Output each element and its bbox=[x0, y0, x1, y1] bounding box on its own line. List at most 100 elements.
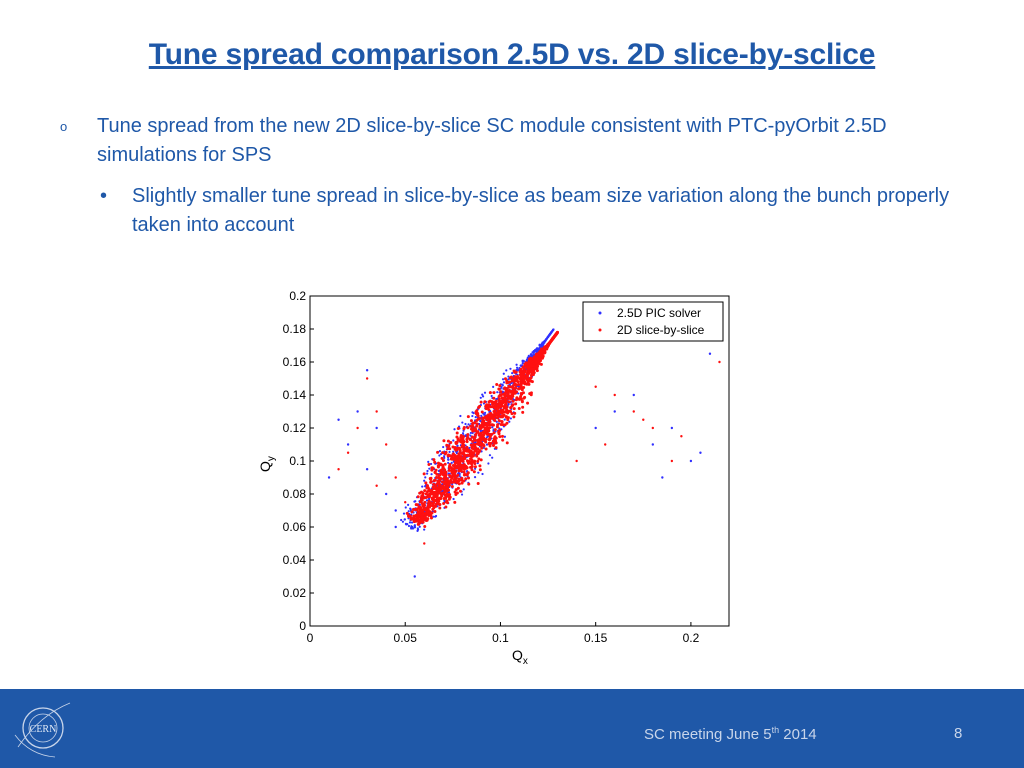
data-point bbox=[456, 438, 460, 442]
data-point bbox=[431, 501, 435, 505]
data-point bbox=[461, 421, 464, 424]
data-point bbox=[446, 439, 450, 443]
data-point bbox=[365, 468, 369, 471]
data-point bbox=[444, 488, 448, 492]
data-point bbox=[488, 426, 492, 430]
data-point bbox=[520, 387, 524, 391]
data-point bbox=[426, 472, 429, 475]
data-point bbox=[410, 526, 413, 529]
data-point bbox=[436, 500, 440, 504]
y-tick-label: 0.02 bbox=[283, 586, 307, 600]
data-point bbox=[429, 462, 433, 466]
data-point bbox=[433, 460, 437, 464]
data-point bbox=[525, 374, 529, 378]
data-point bbox=[594, 385, 597, 388]
data-point bbox=[529, 364, 533, 368]
data-point bbox=[454, 442, 458, 446]
data-point bbox=[525, 365, 529, 369]
data-point bbox=[410, 521, 414, 524]
data-point bbox=[455, 491, 459, 495]
data-point bbox=[462, 427, 466, 431]
data-point bbox=[473, 476, 477, 479]
data-point bbox=[471, 424, 475, 428]
data-point bbox=[477, 443, 481, 447]
data-point bbox=[466, 433, 470, 437]
footer-bar: CERN SC meeting June 5th 2014 8 bbox=[0, 689, 1024, 768]
data-point bbox=[346, 451, 350, 454]
data-point bbox=[515, 363, 518, 366]
data-point bbox=[613, 410, 616, 413]
legend-marker-2d bbox=[598, 328, 602, 332]
data-point bbox=[450, 481, 454, 485]
data-point bbox=[496, 423, 500, 427]
data-point bbox=[495, 425, 499, 429]
data-point bbox=[508, 420, 511, 423]
legend: 2.5D PIC solver 2D slice-by-slice bbox=[582, 301, 724, 342]
data-point bbox=[514, 402, 518, 406]
data-point bbox=[505, 441, 509, 445]
data-point bbox=[423, 500, 427, 504]
data-point bbox=[515, 368, 518, 372]
data-point bbox=[490, 414, 494, 418]
data-point bbox=[472, 470, 476, 474]
data-point bbox=[481, 395, 485, 398]
data-point bbox=[474, 416, 477, 419]
data-point bbox=[422, 496, 426, 500]
data-point bbox=[541, 344, 544, 347]
data-point bbox=[427, 462, 431, 466]
data-point bbox=[473, 465, 477, 469]
data-point bbox=[444, 500, 448, 504]
data-point bbox=[438, 503, 442, 507]
data-point bbox=[466, 461, 470, 465]
data-point bbox=[519, 383, 523, 387]
cern-logo-icon: CERN bbox=[14, 702, 71, 758]
data-point bbox=[445, 443, 449, 447]
data-point bbox=[484, 440, 488, 444]
x-tick-label: 0.1 bbox=[492, 631, 509, 645]
data-point bbox=[495, 420, 498, 423]
data-point bbox=[479, 427, 483, 431]
data-point bbox=[518, 370, 522, 374]
tune-spread-chart: 0 0.05 0.1 0.15 0.2 0 0.02 0.04 0.06 0.08 0.1 0.12 0… bbox=[250, 282, 750, 672]
data-point bbox=[441, 451, 445, 455]
data-point bbox=[458, 466, 462, 470]
data-point bbox=[543, 339, 547, 343]
data-point bbox=[434, 468, 438, 472]
data-point bbox=[443, 455, 446, 458]
data-point bbox=[456, 444, 459, 448]
data-point bbox=[415, 503, 419, 507]
data-point bbox=[520, 381, 524, 385]
data-point bbox=[469, 434, 472, 437]
data-point bbox=[420, 498, 424, 502]
data-point bbox=[469, 424, 473, 428]
data-point bbox=[517, 382, 521, 386]
y-tick-label: 0.1 bbox=[289, 454, 306, 468]
data-point bbox=[477, 432, 481, 436]
data-point bbox=[501, 408, 505, 412]
data-point bbox=[356, 410, 359, 413]
data-point bbox=[429, 514, 433, 518]
data-point bbox=[438, 488, 442, 492]
data-point bbox=[400, 518, 403, 522]
data-point bbox=[443, 456, 446, 460]
data-point bbox=[495, 382, 499, 386]
data-point bbox=[475, 424, 479, 428]
data-point bbox=[500, 434, 504, 438]
y-tick-label: 0.12 bbox=[283, 421, 307, 435]
data-point bbox=[452, 439, 455, 442]
data-point bbox=[492, 391, 496, 395]
data-point bbox=[473, 444, 477, 448]
data-point bbox=[507, 400, 511, 404]
data-point bbox=[523, 370, 527, 374]
data-point bbox=[506, 396, 510, 400]
data-point bbox=[492, 402, 496, 406]
data-point bbox=[327, 476, 331, 479]
x-tick-label: 0.05 bbox=[394, 631, 418, 645]
data-point bbox=[528, 369, 532, 373]
bullet1-text: Tune spread from the new 2D slice-by-sli… bbox=[97, 115, 887, 166]
data-point bbox=[491, 456, 494, 459]
data-point bbox=[604, 443, 607, 446]
data-point bbox=[490, 394, 493, 398]
data-point bbox=[520, 374, 524, 378]
data-point bbox=[493, 410, 497, 414]
